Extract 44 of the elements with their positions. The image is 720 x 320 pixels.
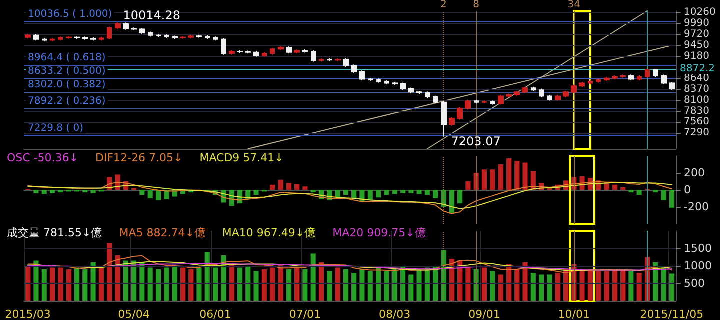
y-tick-label: 200 (684, 166, 705, 180)
y-tick-label: 8640 (684, 72, 710, 84)
text: DIF12-26 7.05↓ (95, 152, 183, 164)
x-tick-label: 2015/03 (5, 308, 51, 320)
ref-line-label: 8872.2 (680, 63, 715, 74)
text: 8 (473, 0, 480, 10)
y-tick-label: 8100 (684, 94, 710, 106)
x-tick-label: 2015/11/05 (640, 308, 704, 320)
text: MA20 909.75↓億 (332, 226, 426, 240)
y-tick-label: 9720 (684, 29, 710, 40)
y-tick-label: 1500 (684, 242, 712, 255)
y-tick-label: 9450 (684, 40, 710, 51)
ref-line-label: 8633.2 ( 0.500) (28, 66, 106, 78)
x-tick-label: 08/03 (378, 308, 411, 320)
x-tick-label: 06/01 (200, 308, 232, 320)
text: MACD9 57.41↓ (200, 152, 284, 164)
x-tick-label: 07/01 (289, 308, 322, 320)
annotation: 7203.07 (451, 134, 501, 149)
x-tick-label: 10/01 (558, 308, 590, 320)
series-label: MA5 882.74↓億 (119, 226, 206, 240)
ref-line-label: 7892.2 ( 0.236) (28, 96, 106, 108)
y-tick-label: 10260 (684, 7, 716, 18)
ref-line-label: 10036.5 ( 1.000) (28, 9, 112, 20)
y-tick-label: 8370 (684, 84, 710, 95)
text: OSC -50.36↓ (7, 152, 78, 164)
y-tick-label: 1000 (684, 260, 712, 272)
y-tick-label: 500 (684, 277, 705, 290)
series-label: 成交量 781.55↓億 (7, 226, 102, 240)
ref-line-label: 8302.0 ( 0.382) (28, 80, 106, 91)
x-tick-label: 09/01 (468, 308, 500, 320)
y-tick-label: 9180 (684, 50, 710, 62)
y-tick-label: 7290 (684, 128, 710, 139)
ref-line-label: 8964.4 ( 0.618) (28, 52, 106, 64)
annotation: 10014.28 (123, 8, 180, 23)
text: 34 (568, 0, 580, 10)
x-tick-label: 05/04 (118, 308, 150, 320)
y-tick-label: 0 (684, 184, 691, 196)
ref-line-label: 7229.8 ( 0) (28, 123, 84, 134)
y-tick-label: 7830 (684, 106, 710, 117)
y-tick-label: 9990 (684, 18, 710, 30)
text: MA10 967.49↓億 (222, 226, 316, 240)
y-tick-label: 7560 (684, 116, 710, 128)
y-tick-label: -200 (684, 200, 709, 214)
text: 2 (440, 0, 447, 10)
